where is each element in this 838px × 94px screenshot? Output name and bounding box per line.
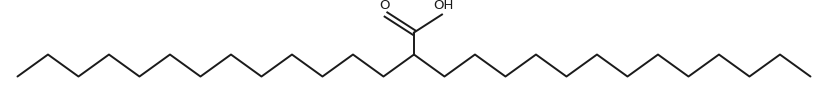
Text: O: O <box>380 0 391 12</box>
Text: OH: OH <box>432 0 453 12</box>
